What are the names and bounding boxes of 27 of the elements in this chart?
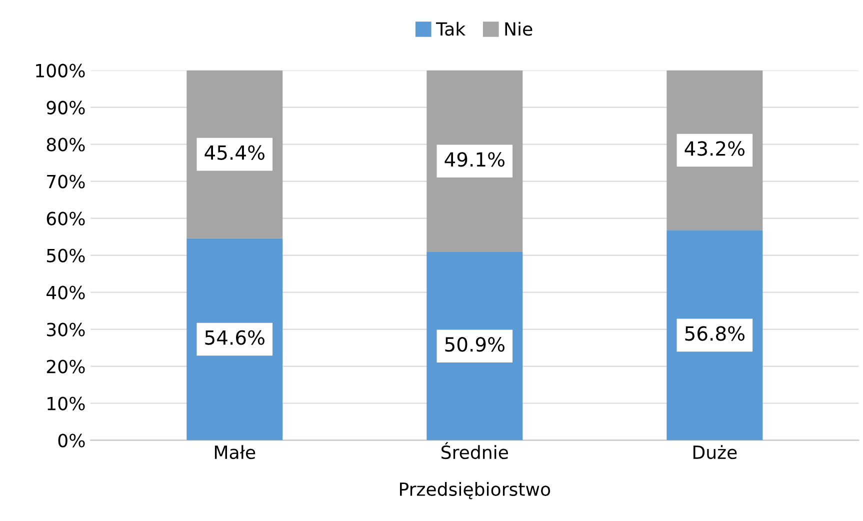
y-tick-label: 90%: [46, 100, 85, 114]
data-label: 56.8%: [685, 326, 744, 341]
data-label: 54.6%: [205, 330, 264, 345]
data-label: 43.2%: [684, 141, 744, 156]
legend-label: Tak: [436, 22, 466, 36]
y-tick-label: 100%: [36, 64, 85, 78]
x-tick-label: Średnie: [442, 442, 508, 460]
y-tick-label: 20%: [46, 360, 85, 374]
y-tick-label: 80%: [46, 138, 85, 152]
data-label: 49.1%: [444, 152, 504, 167]
x-tick-label: Duże: [693, 445, 737, 460]
data-label: 45.4%: [204, 145, 264, 160]
y-tick-label: 50%: [47, 248, 85, 262]
y-tick-label: 0%: [58, 434, 85, 448]
bar: [186, 238, 283, 440]
legend-label: Nie: [505, 22, 532, 36]
y-tick-label: 10%: [48, 396, 85, 410]
bar: [426, 70, 523, 252]
bar: [666, 230, 763, 440]
y-tick-label: 30%: [47, 322, 85, 336]
y-tick-label: 70%: [47, 174, 85, 188]
x-tick-label: Małe: [214, 445, 256, 460]
x-axis-title: Przedsiębiorstwo: [400, 482, 550, 500]
data-label: 50.9%: [445, 337, 504, 352]
y-tick-label: 40%: [46, 286, 85, 300]
y-tick-label: 60%: [46, 212, 85, 226]
bar: [426, 252, 523, 440]
